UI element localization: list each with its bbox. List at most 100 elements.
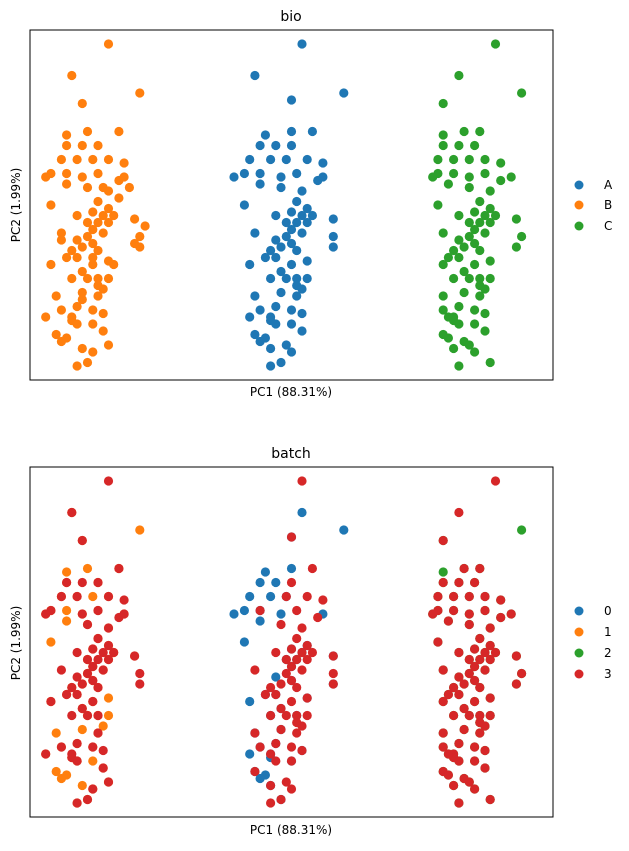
- scatter-point-C: [459, 266, 469, 277]
- scatter-point-C: [449, 273, 459, 284]
- scatter-point-3: [470, 675, 480, 686]
- scatter-point-C: [454, 235, 464, 245]
- scatter-point-3: [485, 623, 495, 633]
- scatter-point-1: [88, 591, 98, 602]
- scatter-point-3: [98, 647, 108, 658]
- scatter-point-C: [449, 168, 459, 179]
- scatter-point-3: [286, 784, 297, 794]
- scatter-point-3: [496, 612, 506, 623]
- scatter-point-3: [266, 798, 276, 808]
- scatter-point-C: [485, 203, 495, 214]
- scatter-point-B: [41, 172, 51, 182]
- panel-batch-legend: 0 1 2 3: [574, 604, 612, 681]
- scatter-point-3: [250, 728, 260, 738]
- scatter-point-B: [77, 287, 87, 298]
- scatter-point-A: [302, 154, 312, 165]
- panel-batch-ylabel: PC2 (1.99%): [9, 606, 23, 681]
- scatter-point-3: [292, 682, 302, 693]
- scatter-point-C: [490, 210, 501, 221]
- scatter-point-A: [245, 312, 255, 322]
- scatter-point-3: [281, 710, 291, 721]
- scatter-point-B: [98, 326, 108, 336]
- scatter-point-3: [77, 577, 87, 588]
- scatter-point-A: [271, 319, 281, 329]
- scatter-point-B: [93, 280, 103, 291]
- scatter-point-0: [245, 696, 255, 707]
- scatter-point-3: [286, 675, 297, 686]
- scatter-point-B: [56, 154, 66, 165]
- scatter-point-C: [438, 305, 448, 315]
- scatter-point-A: [328, 214, 338, 224]
- scatter-point-2: [438, 567, 448, 577]
- scatter-point-B: [77, 98, 87, 109]
- scatter-point-A: [286, 140, 297, 151]
- scatter-point-3: [286, 742, 297, 752]
- scatter-point-3: [88, 644, 98, 654]
- scatter-point-A: [276, 172, 286, 182]
- scatter-point-3: [485, 640, 495, 651]
- scatter-point-3: [475, 654, 485, 665]
- scatter-point-3: [302, 693, 312, 703]
- scatter-point-3: [77, 703, 87, 714]
- scatter-point-A: [266, 273, 276, 284]
- scatter-point-C: [459, 287, 469, 298]
- scatter-point-C: [454, 210, 464, 221]
- scatter-point-A: [271, 140, 281, 151]
- scatter-point-B: [62, 130, 72, 140]
- scatter-point-B: [62, 168, 72, 179]
- scatter-point-B: [72, 252, 82, 263]
- scatter-point-3: [470, 784, 480, 794]
- scatter-point-1: [103, 710, 114, 721]
- scatter-point-0: [255, 577, 265, 588]
- scatter-point-3: [449, 682, 459, 693]
- scatter-point-3: [135, 679, 145, 689]
- scatter-point-3: [281, 668, 291, 679]
- scatter-point-3: [449, 591, 459, 602]
- panel-batch-xlabel: PC1 (88.31%): [250, 823, 332, 837]
- scatter-point-1: [51, 728, 61, 738]
- scatter-point-3: [56, 591, 66, 602]
- scatter-point-C: [470, 140, 480, 151]
- scatter-point-3: [286, 532, 297, 542]
- scatter-point-A: [302, 217, 312, 228]
- scatter-point-A: [271, 210, 281, 221]
- scatter-point-A: [255, 305, 265, 315]
- scatter-point-3: [490, 647, 501, 658]
- scatter-point-3: [292, 605, 302, 616]
- scatter-point-3: [485, 710, 495, 721]
- scatter-point-C: [480, 326, 490, 336]
- scatter-point-C: [496, 175, 506, 186]
- scatter-point-C: [496, 158, 506, 168]
- scatter-point-C: [443, 312, 453, 322]
- scatter-point-1: [62, 605, 72, 616]
- scatter-point-B: [67, 245, 77, 256]
- scatter-point-C: [433, 200, 443, 210]
- scatter-point-C: [443, 179, 453, 189]
- scatter-point-B: [82, 231, 93, 242]
- legend-marker-A: [574, 180, 584, 190]
- scatter-point-B: [62, 140, 72, 151]
- scatter-point-C: [438, 140, 448, 151]
- scatter-point-A: [302, 256, 312, 266]
- scatter-point-A: [286, 207, 297, 217]
- scatter-point-A: [276, 242, 286, 252]
- scatter-point-3: [67, 507, 77, 518]
- scatter-point-C: [470, 207, 480, 217]
- scatter-point-B: [72, 319, 82, 329]
- scatter-point-3: [93, 710, 103, 721]
- scatter-point-3: [459, 724, 469, 735]
- scatter-point-C: [511, 214, 521, 224]
- scatter-point-3: [260, 689, 270, 700]
- scatter-point-3: [72, 756, 82, 766]
- scatter-point-3: [464, 619, 474, 630]
- scatter-point-3: [271, 738, 281, 749]
- scatter-point-3: [41, 749, 51, 759]
- scatter-point-1: [103, 693, 114, 703]
- scatter-point-3: [281, 777, 291, 787]
- scatter-point-B: [56, 336, 66, 347]
- scatter-point-B: [67, 70, 77, 81]
- scatter-point-A: [245, 259, 255, 270]
- scatter-point-C: [454, 70, 464, 81]
- scatter-point-3: [93, 654, 103, 665]
